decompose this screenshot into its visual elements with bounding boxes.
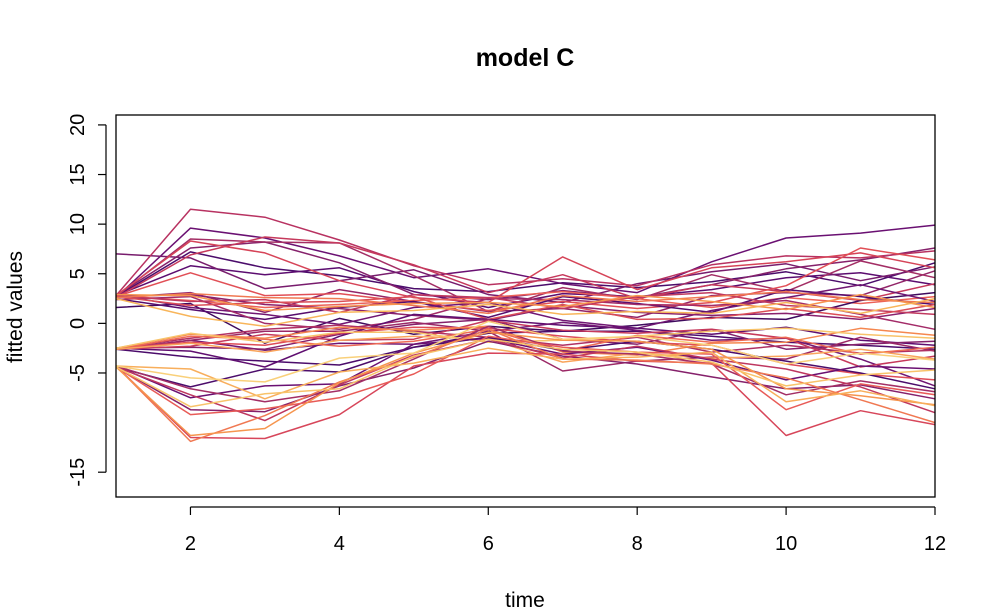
chart-title: model C <box>476 44 575 72</box>
series-line-44 <box>115 347 936 407</box>
series-line-29 <box>115 319 936 368</box>
series-line-10 <box>115 240 936 304</box>
y-tick-label: 0 <box>67 318 89 329</box>
series-line-1 <box>115 251 936 298</box>
series-line-18 <box>115 291 936 316</box>
y-tick-label: 20 <box>67 114 89 136</box>
x-axis-label: time <box>505 589 545 612</box>
y-tick-label: -5 <box>67 364 89 382</box>
axes-layer: 2 4 6 8 10 12 -15 -5 0 5 10 15 20 <box>67 114 946 555</box>
x-tick-label: 6 <box>483 533 494 555</box>
x-tick-label: 12 <box>924 533 946 555</box>
series-line-21 <box>115 293 936 312</box>
series-line-43 <box>115 331 936 437</box>
series-line-41 <box>115 335 936 416</box>
x-tick-label: 10 <box>775 533 797 555</box>
x-tick-label: 4 <box>334 533 345 555</box>
y-tick-label: 5 <box>67 268 89 279</box>
series-layer <box>115 208 936 443</box>
y-axis-label: fitted values <box>4 251 27 363</box>
series-line-12 <box>115 290 936 309</box>
series-line-39 <box>115 338 936 422</box>
series-line-26 <box>115 318 936 350</box>
series-line-45 <box>115 338 936 408</box>
plot-frame <box>115 114 936 498</box>
series-line-33 <box>115 335 936 363</box>
series-line-38 <box>115 325 936 403</box>
series-line-30 <box>115 326 936 381</box>
series-line-8 <box>115 208 936 297</box>
series-line-3 <box>115 224 936 299</box>
series-line-11 <box>115 247 936 312</box>
x-tick-label: 2 <box>185 533 196 555</box>
y-tick-label: 15 <box>67 163 89 185</box>
x-tick-label: 8 <box>632 533 643 555</box>
y-tick-label: 10 <box>67 213 89 235</box>
series-line-14 <box>115 288 936 321</box>
series-line-5 <box>115 241 936 301</box>
series-line-46 <box>115 320 936 383</box>
series-line-9 <box>115 236 936 302</box>
series-line-19 <box>115 295 936 321</box>
series-line-2 <box>115 265 936 309</box>
series-line-22 <box>115 297 936 328</box>
series-line-36 <box>115 337 936 399</box>
series-line-17 <box>115 295 936 331</box>
y-tick-label: -15 <box>67 458 89 487</box>
